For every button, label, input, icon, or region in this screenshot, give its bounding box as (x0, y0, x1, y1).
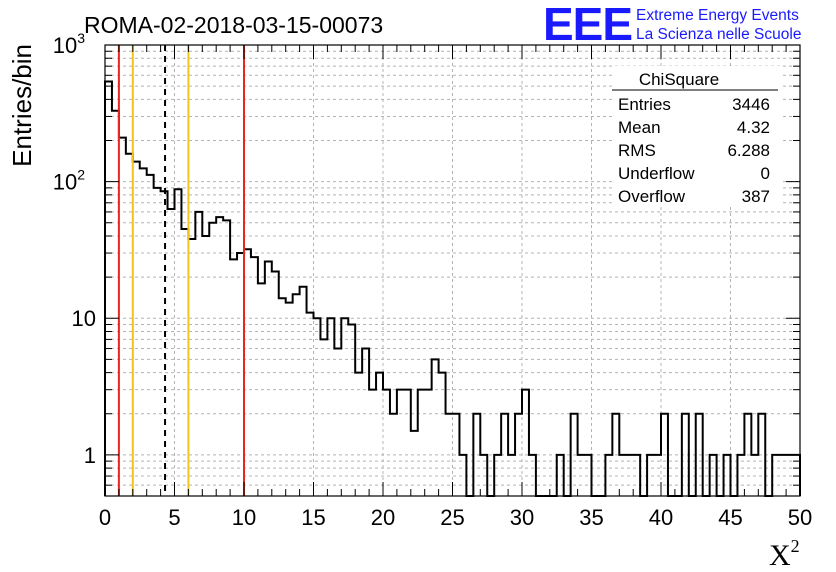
y-tick-label-base: 1 (84, 443, 96, 468)
y-tick-label: 10 (72, 306, 96, 331)
chart-title: ROMA-02-2018-03-15-00073 (84, 12, 383, 38)
stats-row-value: 387 (742, 187, 770, 206)
stats-row-label: Underflow (618, 164, 695, 183)
stats-box: ChiSquare Entries 3446 Mean 4.32 RMS 6.288 Und… (612, 66, 780, 206)
y-tick-label-base: 10 (72, 306, 96, 331)
y-tick-label-exp: 3 (77, 30, 85, 46)
y-tick-label-base: 10 (53, 170, 77, 195)
stats-row-value: 0 (761, 164, 770, 183)
logo-mark: EEE (543, 0, 632, 50)
y-tick-label: 103 (53, 30, 85, 58)
stats-row-label: Entries (618, 95, 671, 114)
x-tick-label: 20 (371, 505, 395, 530)
x-tick-label: 25 (440, 505, 464, 530)
y-tick-label: 102 (53, 167, 85, 195)
x-tick-label: 10 (232, 505, 256, 530)
histogram-series (104, 80, 801, 497)
stats-row-value: 4.32 (737, 118, 770, 137)
stats-row-label: Overflow (618, 187, 686, 206)
logo-line-1: Extreme Energy Events (636, 7, 799, 24)
y-tick-label: 1 (84, 443, 96, 468)
x-tick-label: 50 (788, 505, 812, 530)
x-tick-label: 15 (301, 505, 325, 530)
eee-logo: EEE Extreme Energy Events La Scienza nel… (543, 0, 801, 50)
y-tick-label-base: 10 (53, 33, 77, 58)
grid-lines (105, 45, 800, 496)
y-tick-label-exp: 2 (77, 167, 85, 183)
x-axis-label-base: X (769, 539, 791, 572)
stats-row-value: 6.288 (727, 141, 770, 160)
x-tick-label: 45 (718, 505, 742, 530)
logo-line-2: La Scienza nelle Scuole (636, 26, 801, 43)
x-tick-label: 35 (579, 505, 603, 530)
stats-row-value: 3446 (732, 95, 770, 114)
x-tick-label: 30 (510, 505, 534, 530)
x-axis-label-exp: 2 (791, 536, 800, 556)
stats-rows: Entries 3446 Mean 4.32 RMS 6.288 Underflow 0 Ove… (618, 95, 770, 206)
x-tick-label: 5 (168, 505, 180, 530)
stats-box-bg (612, 66, 780, 206)
x-tick-label: 0 (99, 505, 111, 530)
stats-row-label: Mean (618, 118, 661, 137)
x-tick-label: 40 (649, 505, 673, 530)
stats-row-label: RMS (618, 141, 656, 160)
stats-title: ChiSquare (639, 70, 719, 89)
reference-lines (117, 45, 245, 496)
x-axis-label: X2 (769, 536, 800, 572)
y-axis-label: Entries/bin (7, 44, 37, 167)
